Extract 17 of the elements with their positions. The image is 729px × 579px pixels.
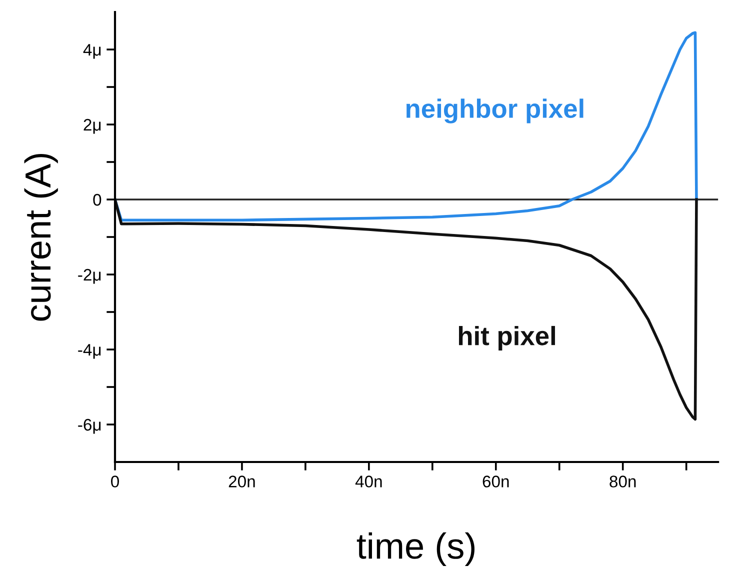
x-tick-label: 20n [228,476,255,488]
y-tick-label: -2μ [78,268,101,284]
x-tick-label: 40n [355,476,382,488]
y-tick-label: 0 [93,194,102,206]
x-tick-label: 0 [111,476,119,488]
text: hit pixel [458,326,555,351]
y-axis-title: current (A) [24,154,58,321]
y-tick-label: -6μ [78,418,101,434]
line-series [115,31,698,222]
y-tick-label: 4μ [83,44,101,59]
x-tick-label: 60n [482,476,509,488]
y-tick-label: 2μ [84,118,101,134]
text: neighbor pixel [406,98,584,124]
line-series [115,198,698,421]
y-tick-label: -4μ [78,344,101,359]
x-axis-title: time (s) [356,532,474,566]
x-tick-label: 80n [610,476,636,488]
